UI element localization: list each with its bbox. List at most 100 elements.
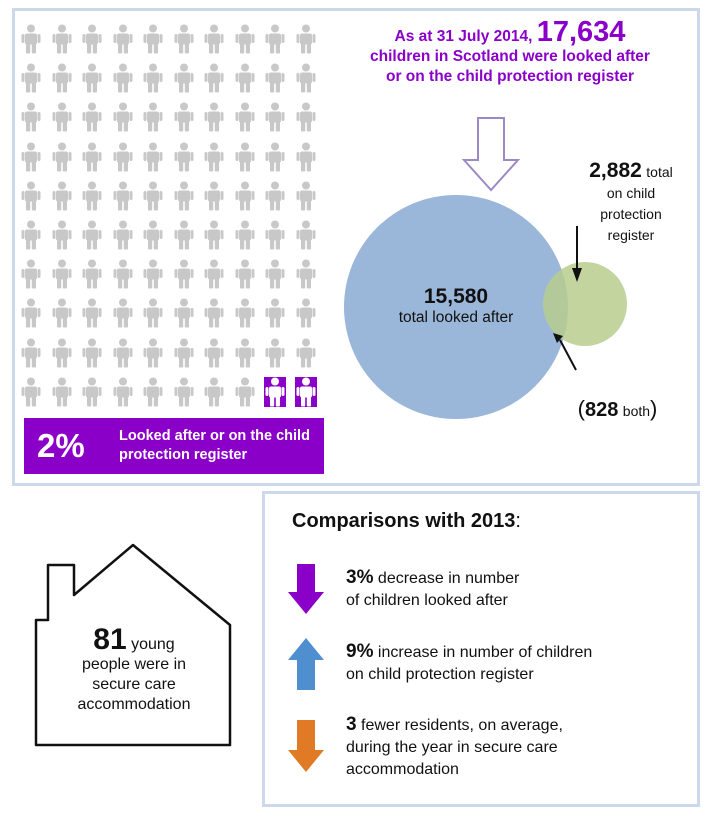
person-icon [81,102,103,132]
person-icon [234,259,256,289]
comp3-line2: during the year in secure care [346,739,558,756]
comp1-line2: of children looked after [346,592,508,609]
down-arrow-orange-icon [288,720,324,772]
person-icon [295,142,317,172]
person-icon [81,63,103,93]
person-icon [173,338,195,368]
person-icon [234,338,256,368]
person-icon [51,298,73,328]
person-icon [203,220,225,250]
person-icon [264,338,286,368]
person-icon [51,63,73,93]
person-icon [20,102,42,132]
venn-diagram [344,117,627,419]
person-icon [112,142,134,172]
both-value: 828 [584,399,619,421]
down-arrow-purple-icon [288,564,324,614]
person-icon [264,63,286,93]
person-icon [234,181,256,211]
caption-text: Looked after or on the child protection … [119,428,310,463]
comp3-line3: accommodation [346,761,459,778]
house-number: 81 [93,623,127,656]
person-icon [81,338,103,368]
person-highlighted-icon [264,376,286,407]
person-highlighted-icon [294,376,317,407]
person-icon [51,24,73,54]
person-icon [51,338,73,368]
person-icon [142,338,164,368]
headline-prefix: As at 31 July 2014, [394,28,533,45]
person-icon [81,24,103,54]
comp1-number: 3% [346,567,374,588]
person-icon [295,220,317,250]
person-icon [112,377,134,407]
headline-line2: children in Scotland were looked after [370,48,650,65]
cpr-label: 2,882 total on child protection register [568,160,694,246]
person-icon [234,24,256,54]
house-line3: secure care [92,676,176,693]
person-icon [173,298,195,328]
person-icon [81,377,103,407]
person-icon [173,181,195,211]
person-icon [173,377,195,407]
person-icon [51,102,73,132]
caption-bar: 2% Looked after or on the child protecti… [24,418,324,474]
person-icon [20,259,42,289]
person-icon [264,102,286,132]
person-icon [142,220,164,250]
cpr-line4: register [607,227,655,243]
house-icon [34,543,232,747]
person-icon [234,63,256,93]
house-text: 81 young people were in secure care acco… [54,625,214,715]
looked-after-value: 15,580 [423,285,489,308]
up-arrow-blue-icon [288,638,324,690]
house-line4: accommodation [77,696,191,713]
person-icon [264,298,286,328]
person-icon [234,377,256,407]
down-arrow-icon [461,117,521,192]
person-icon [20,377,42,407]
person-icon [20,338,42,368]
person-icon [81,298,103,328]
person-icon [203,377,225,407]
person-icon [203,181,225,211]
person-icon [20,298,42,328]
person-icon [295,63,317,93]
person-icon [173,102,195,132]
comparisons-colon: : [515,510,521,532]
person-icon [173,220,195,250]
person-icon [51,377,73,407]
person-icon [173,63,195,93]
comparison-item-3: 3 fewer residents, on average, during th… [346,714,563,781]
comp2-number: 9% [346,641,374,662]
person-icon [20,63,42,93]
both-text: both [622,403,651,419]
comp1-line1: decrease in number [377,570,520,587]
person-icon [112,102,134,132]
cpr-circle [543,262,627,346]
person-icon [264,142,286,172]
person-icon [295,298,317,328]
both-close-paren: ) [650,396,658,421]
person-icon [81,142,103,172]
cpr-value: 2,882 [589,159,642,182]
looked-after-circle [344,195,568,419]
person-icon [112,24,134,54]
person-icon [112,298,134,328]
person-icon [203,63,225,93]
both-pointer-arrow [559,339,577,371]
comparisons-panel [262,491,700,807]
person-icon [295,338,317,368]
person-icon [112,181,134,211]
person-icon [234,142,256,172]
person-icon [112,63,134,93]
person-icon [295,102,317,132]
person-icon [81,220,103,250]
comparisons-title-text: Comparisons with 2013 [292,510,516,532]
person-icon [264,220,286,250]
person-icon [20,24,42,54]
looked-after-label: 15,580 total looked after [376,285,536,327]
house-line2: people were in [81,656,187,673]
headline-line3: or on the child protection register [385,68,635,85]
caption-percent: 2% [37,427,85,464]
